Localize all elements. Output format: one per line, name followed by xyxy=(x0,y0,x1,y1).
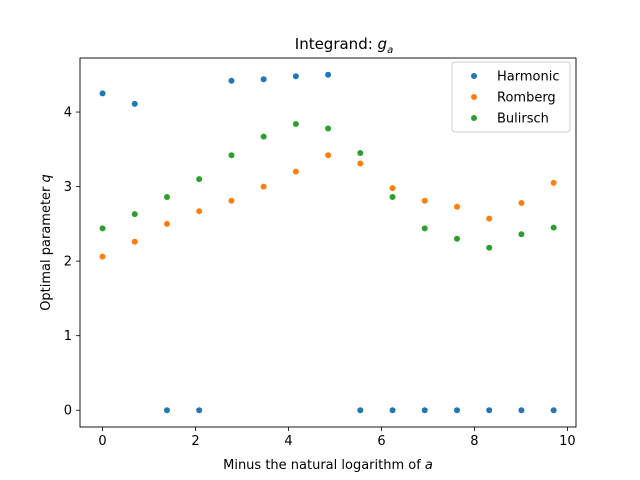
legend-box xyxy=(451,61,571,133)
x-tick-label: 6 xyxy=(377,434,385,449)
data-point-bulirsch xyxy=(325,125,332,132)
data-point-harmonic xyxy=(389,407,396,414)
x-axis-label: Minus the natural logarithm of a xyxy=(223,458,433,473)
x-tick-label: 8 xyxy=(470,434,478,449)
y-tick-label: 3 xyxy=(64,180,72,195)
axes-ticks: 0 2 4 6 8 10 0 1 2 3 4 xyxy=(64,106,576,449)
legend-marker-harmonic xyxy=(471,73,477,79)
y-tick-label: 0 xyxy=(64,404,72,419)
data-point-harmonic xyxy=(486,407,493,414)
data-point-harmonic xyxy=(228,77,235,84)
data-point-bulirsch xyxy=(292,120,299,127)
data-point-harmonic xyxy=(163,407,170,414)
data-point-bulirsch xyxy=(228,152,235,159)
data-points xyxy=(99,71,557,414)
y-tick-label: 2 xyxy=(64,255,72,270)
data-point-romberg xyxy=(196,208,203,215)
x-tick-label: 2 xyxy=(191,434,199,449)
data-point-bulirsch xyxy=(518,231,525,238)
data-point-romberg xyxy=(357,160,364,167)
data-point-harmonic xyxy=(357,407,364,414)
data-point-bulirsch xyxy=(389,194,396,201)
legend-marker-bulirsch xyxy=(471,115,477,121)
legend: Harmonic Romberg Bulirsch xyxy=(451,61,571,133)
data-point-bulirsch xyxy=(357,150,364,157)
data-point-romberg xyxy=(453,203,460,210)
data-point-harmonic xyxy=(131,100,138,107)
data-point-bulirsch xyxy=(486,244,493,251)
legend-label-romberg: Romberg xyxy=(497,91,556,106)
y-tick-label: 4 xyxy=(64,106,72,121)
data-point-harmonic xyxy=(196,407,203,414)
data-point-harmonic xyxy=(260,76,267,83)
data-point-romberg xyxy=(228,197,235,204)
data-point-romberg xyxy=(518,199,525,206)
plot-frame xyxy=(79,57,577,428)
y-tick-label: 1 xyxy=(64,329,72,344)
data-point-romberg xyxy=(260,183,267,190)
data-point-harmonic xyxy=(99,90,106,97)
data-point-romberg xyxy=(99,253,106,260)
data-point-harmonic xyxy=(518,407,525,414)
data-point-bulirsch xyxy=(421,225,428,232)
data-point-romberg xyxy=(421,197,428,204)
data-point-romberg xyxy=(550,179,557,186)
legend-label-bulirsch: Bulirsch xyxy=(497,112,549,127)
data-point-romberg xyxy=(486,215,493,222)
chart-title: Integrand: ga xyxy=(295,35,393,56)
data-point-bulirsch xyxy=(550,224,557,231)
data-point-romberg xyxy=(292,168,299,175)
data-point-bulirsch xyxy=(196,176,203,183)
legend-label-harmonic: Harmonic xyxy=(497,70,559,85)
data-point-bulirsch xyxy=(163,194,170,201)
y-axis-label: Optimal parameter q xyxy=(39,174,54,311)
data-point-romberg xyxy=(389,185,396,192)
data-point-romberg xyxy=(131,238,138,245)
x-tick-label: 10 xyxy=(559,434,576,449)
data-point-harmonic xyxy=(292,73,299,80)
legend-marker-romberg xyxy=(471,94,477,100)
data-point-bulirsch xyxy=(131,211,138,218)
data-point-bulirsch xyxy=(260,133,267,140)
x-tick-label: 0 xyxy=(98,434,106,449)
data-point-bulirsch xyxy=(453,235,460,242)
data-point-harmonic xyxy=(453,407,460,414)
data-point-romberg xyxy=(163,220,170,227)
x-tick-label: 4 xyxy=(284,434,292,449)
data-point-harmonic xyxy=(550,407,557,414)
data-point-harmonic xyxy=(421,407,428,414)
data-point-romberg xyxy=(325,152,332,159)
data-point-bulirsch xyxy=(99,225,106,232)
data-point-harmonic xyxy=(325,71,332,78)
